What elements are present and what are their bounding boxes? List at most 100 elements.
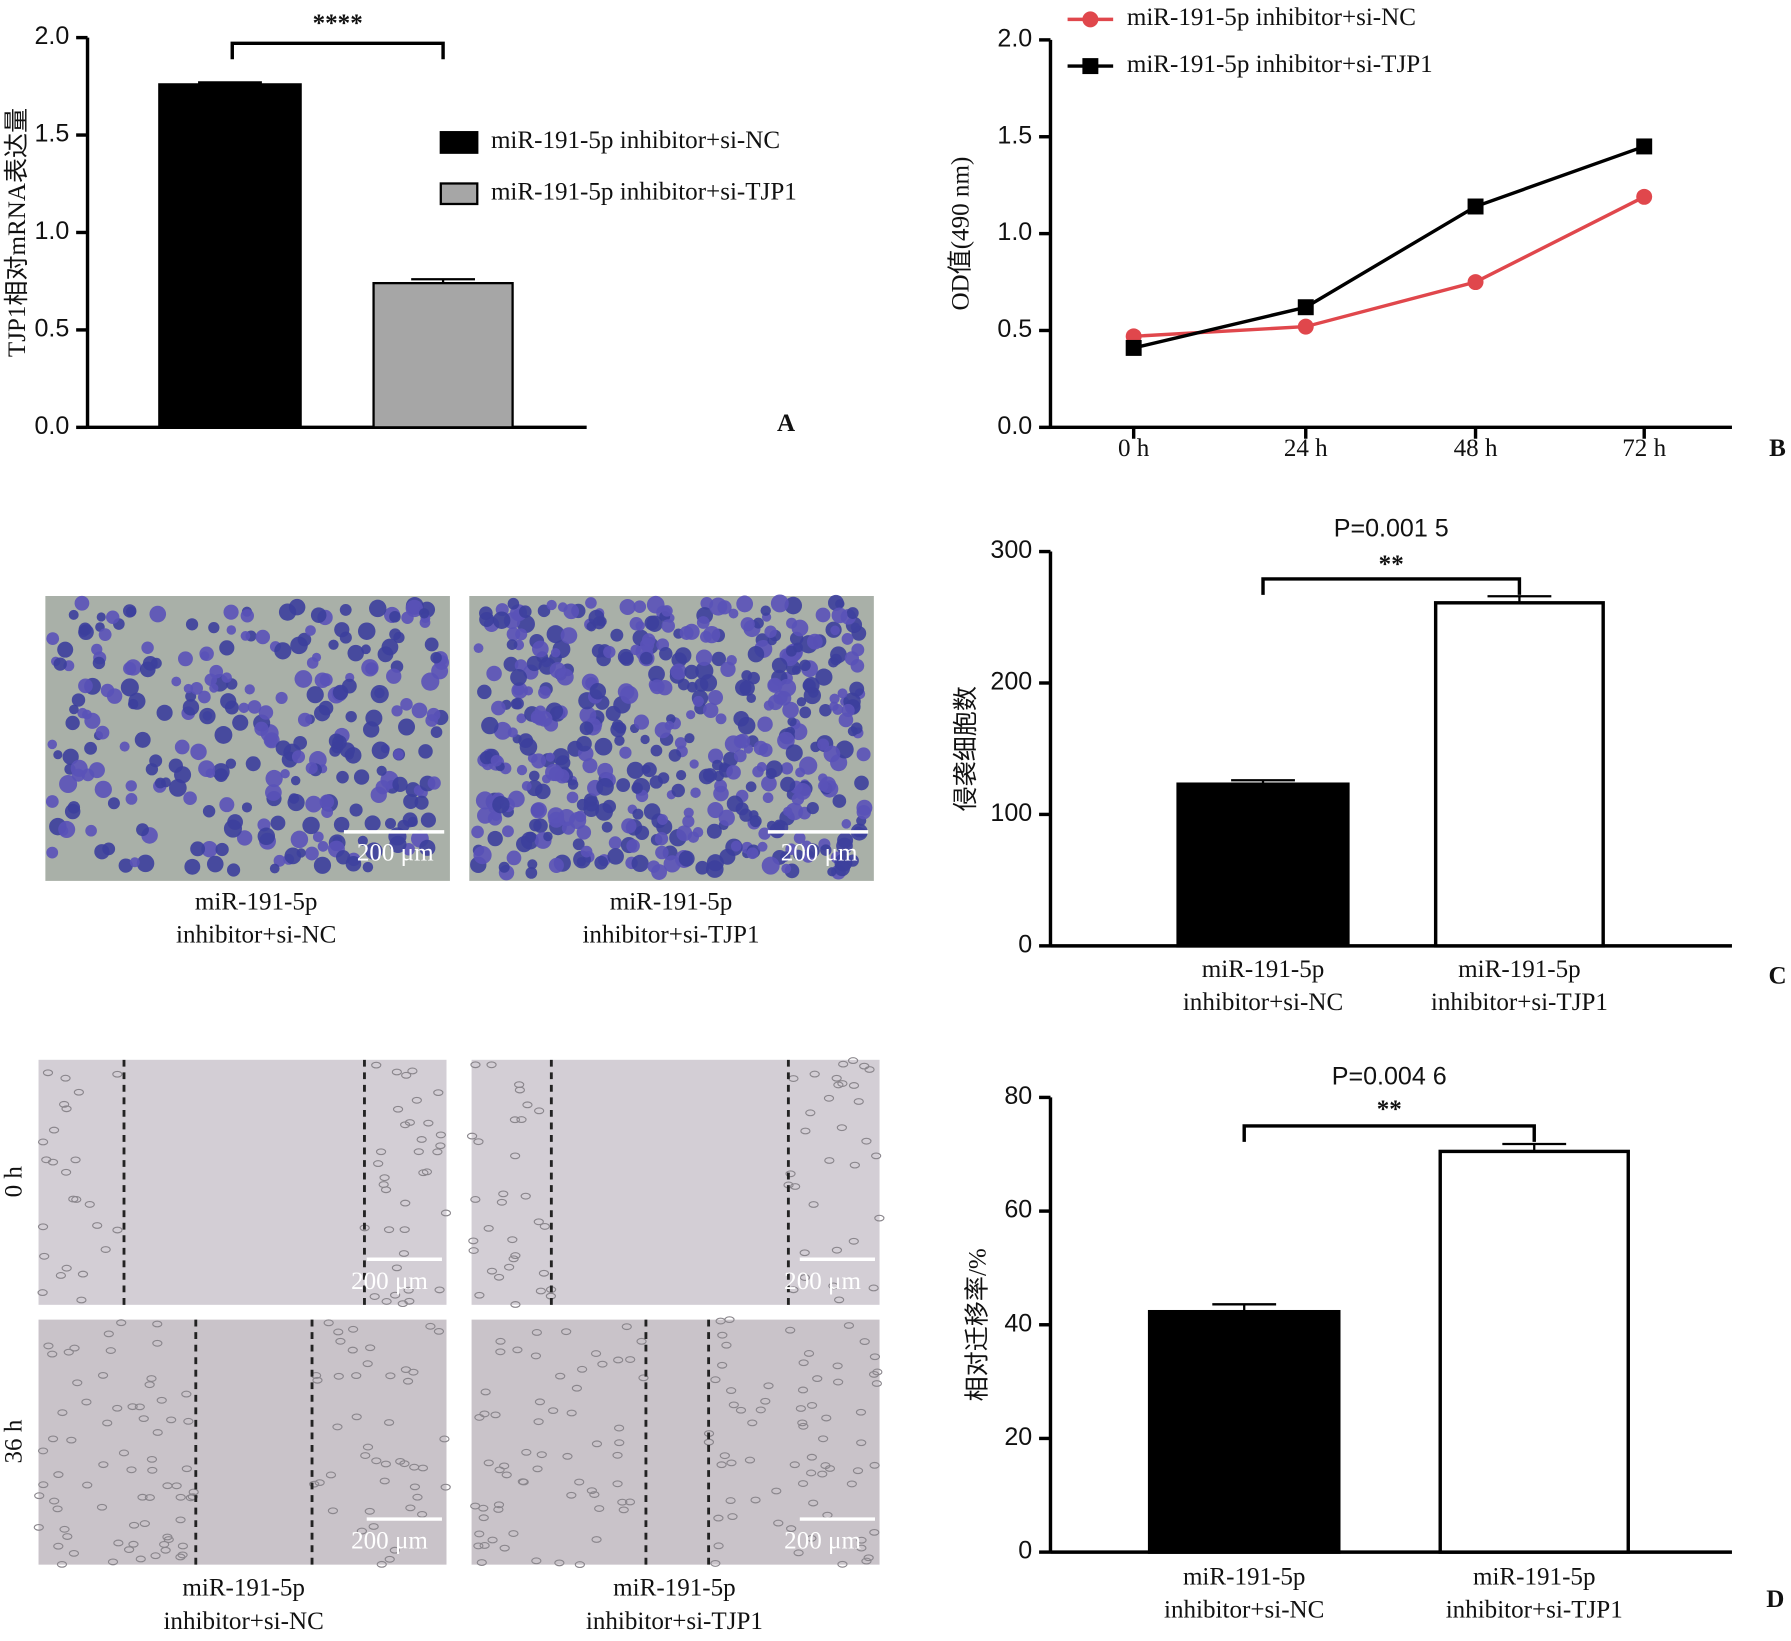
cell	[156, 1396, 167, 1404]
cell	[695, 649, 713, 666]
legend-marker	[1082, 11, 1099, 28]
cell	[402, 1377, 414, 1385]
cell	[171, 676, 182, 687]
cell	[726, 795, 744, 812]
cell	[817, 738, 830, 751]
cell	[146, 1455, 158, 1463]
cell	[848, 1082, 860, 1089]
cell	[791, 665, 801, 675]
cell	[398, 1250, 410, 1257]
cell	[785, 802, 804, 821]
cell	[874, 1214, 885, 1222]
cell	[793, 1549, 804, 1557]
cell	[345, 710, 357, 723]
cell	[270, 815, 286, 831]
cell	[674, 647, 692, 664]
cell	[470, 1196, 481, 1203]
cell	[409, 1483, 421, 1491]
cell	[536, 1451, 547, 1459]
cell	[98, 628, 112, 641]
cell	[96, 612, 106, 622]
cell	[418, 1169, 429, 1177]
cell	[433, 1089, 444, 1097]
cell	[381, 1298, 392, 1305]
cell	[34, 1492, 45, 1500]
cell	[605, 705, 621, 721]
cell	[385, 1372, 396, 1380]
cell	[601, 821, 613, 833]
cell	[830, 625, 840, 636]
cell	[323, 1319, 334, 1327]
cell	[530, 802, 548, 819]
cell	[534, 1398, 546, 1406]
cell	[379, 1477, 390, 1485]
cell	[466, 1132, 478, 1140]
cell	[567, 779, 579, 790]
cell	[138, 1415, 149, 1423]
cell	[105, 610, 120, 624]
cell	[824, 1465, 836, 1472]
cell	[717, 1361, 728, 1369]
cell	[579, 721, 594, 736]
cell	[503, 656, 519, 672]
cell	[735, 1406, 747, 1414]
cell	[309, 1480, 320, 1488]
panel-letter: B	[1769, 435, 1786, 462]
cell	[62, 1533, 73, 1540]
cell	[175, 1516, 186, 1524]
cell	[434, 1286, 445, 1294]
cell	[558, 809, 576, 827]
cell	[214, 726, 233, 744]
cell	[59, 774, 78, 794]
cell	[95, 725, 110, 740]
cell	[853, 1098, 864, 1105]
cell	[719, 1452, 730, 1460]
x-tick-label: 24 h	[1284, 435, 1328, 462]
cell	[37, 1447, 49, 1455]
cell	[755, 1406, 766, 1414]
y-tick-label: 0	[1018, 930, 1032, 958]
cell	[501, 1471, 512, 1479]
cell	[639, 651, 653, 665]
cell	[533, 1218, 544, 1226]
cell	[152, 1429, 163, 1436]
cell	[763, 1382, 774, 1390]
cell	[69, 1344, 80, 1352]
legend-label: miR-191-5p inhibitor+si-TJP1	[491, 178, 797, 205]
cell	[128, 1540, 139, 1548]
cell	[534, 1107, 545, 1115]
cell	[100, 1246, 111, 1253]
cell	[744, 1456, 756, 1464]
cell	[197, 690, 211, 704]
cell	[168, 779, 187, 797]
cell	[856, 1544, 867, 1552]
cell	[335, 1337, 346, 1345]
cell	[821, 1414, 832, 1422]
cell	[255, 629, 271, 645]
cell	[493, 1501, 505, 1509]
cell	[499, 1462, 510, 1470]
image-label: miR-191-5p inhibitor+si-TJP1	[582, 888, 759, 948]
cell	[433, 1327, 445, 1335]
cell	[554, 1559, 565, 1567]
cell	[60, 1074, 71, 1082]
cell	[332, 1423, 343, 1431]
cell	[368, 1523, 379, 1530]
legend-label: miR-191-5p inhibitor+si-TJP1	[1127, 51, 1433, 78]
cell	[757, 841, 768, 852]
cell	[563, 603, 580, 620]
cell	[793, 642, 803, 653]
cell	[808, 1499, 819, 1507]
cell	[134, 1403, 145, 1411]
cell	[679, 625, 694, 640]
cell	[516, 764, 528, 776]
cell	[629, 617, 644, 631]
cell	[57, 1409, 68, 1417]
cell	[376, 1560, 387, 1568]
cell	[435, 1142, 446, 1150]
cell	[782, 701, 799, 719]
cell	[208, 621, 220, 634]
wound-image: 200 μm	[466, 1057, 885, 1308]
legend-swatch	[439, 131, 479, 154]
cell	[506, 627, 521, 641]
